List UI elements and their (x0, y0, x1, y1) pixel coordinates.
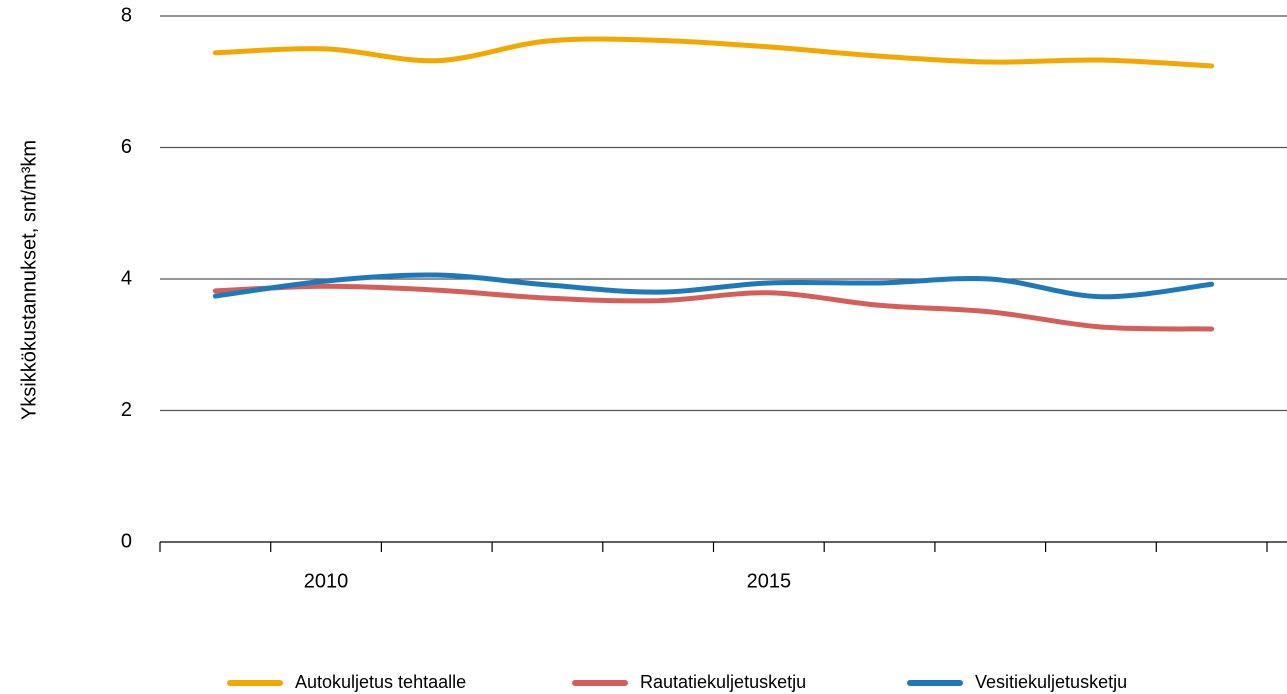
x-tick-label: 2015 (747, 570, 792, 592)
legend-label: Autokuljetus tehtaalle (295, 672, 466, 692)
line (212, 283, 1215, 332)
x-tick-label: 2010 (304, 570, 349, 592)
y-tick-label: 6 (121, 136, 132, 158)
line (212, 272, 1215, 300)
legend-label: Rautatiekuljetusketju (640, 672, 806, 692)
y-tick-label: 2 (121, 399, 132, 421)
legend-label: Vesitiekuljetusketju (975, 672, 1127, 692)
y-axis-label: Yksikkökustannukset, snt/m³km (18, 140, 40, 420)
line (212, 36, 1215, 69)
y-tick-label: 8 (121, 4, 132, 26)
y-tick-label: 0 (121, 530, 132, 552)
y-tick-label: 4 (121, 267, 132, 289)
